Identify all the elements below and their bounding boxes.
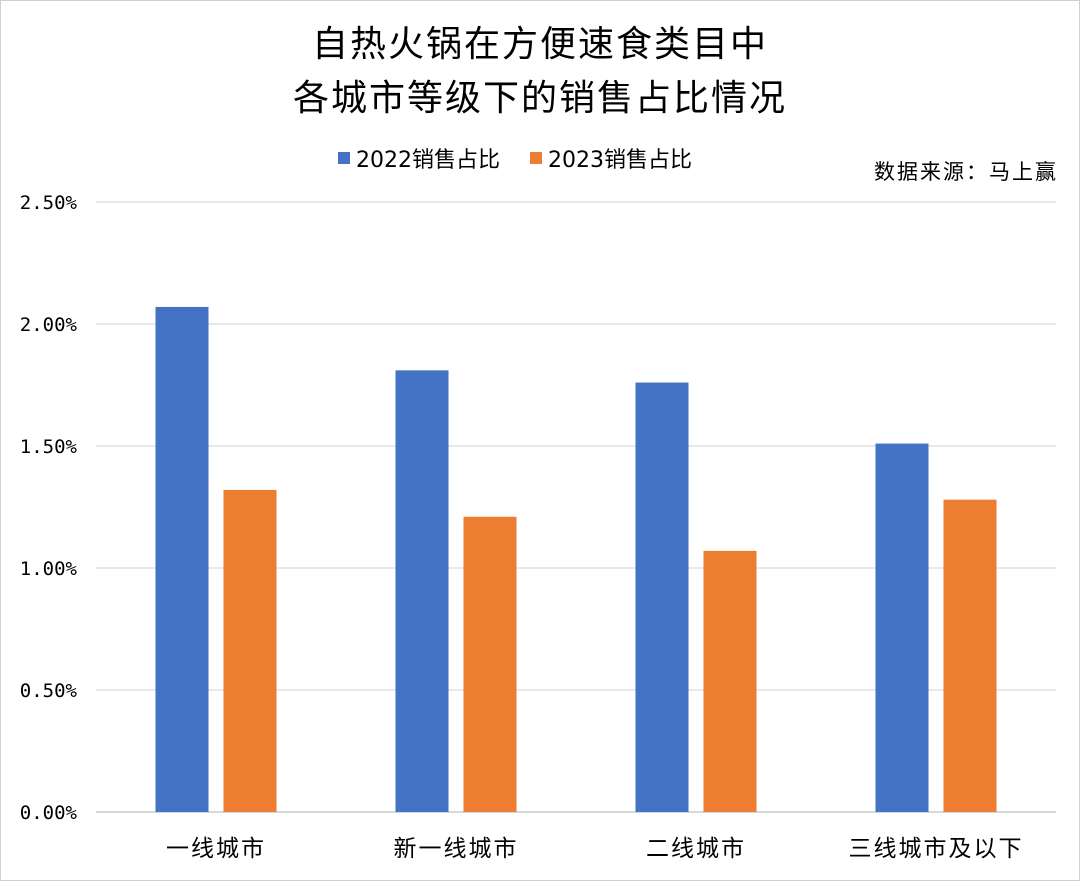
bar-2023 — [703, 550, 757, 812]
legend-swatch-2023 — [530, 152, 542, 164]
legend-item-2023: 2023销售占比 — [530, 142, 692, 174]
bar-2022 — [635, 382, 689, 812]
y-axis-ticks: 0.00% 0.50% 1.00% 1.50% 2.00% 2.50% — [20, 192, 78, 824]
legend-swatch-2022 — [338, 152, 350, 164]
bars — [155, 306, 997, 812]
bar-2023 — [463, 516, 517, 812]
x-axis-categories: 一线城市 新一线城市 二线城市 三线城市及以下 — [166, 836, 1024, 862]
y-tick-label: 2.00% — [20, 314, 78, 336]
x-category-label: 三线城市及以下 — [849, 836, 1024, 862]
y-tick-label: 2.50% — [20, 192, 78, 214]
bar-2022 — [395, 370, 449, 812]
x-category-label: 一线城市 — [166, 836, 266, 862]
bar-2023 — [223, 489, 277, 812]
title-line-2: 各城市等级下的销售占比情况 — [292, 78, 787, 119]
x-category-label: 二线城市 — [646, 836, 746, 862]
legend-item-2022: 2022销售占比 — [338, 142, 500, 174]
x-category-label: 新一线城市 — [394, 836, 519, 862]
legend-label-2022: 2022销售占比 — [356, 148, 500, 173]
bar-2022 — [155, 306, 209, 812]
legend: 2022销售占比 2023销售占比 — [0, 142, 1080, 174]
title-line-1: 自热火锅在方便速食类目中 — [311, 24, 768, 65]
chart-title: 自热火锅在方便速食类目中 各城市等级下的销售占比情况 — [0, 18, 1080, 126]
y-tick-label: 1.00% — [20, 558, 78, 580]
bar-2023 — [943, 499, 997, 812]
y-tick-label: 0.50% — [20, 680, 78, 702]
bar-2022 — [875, 443, 929, 812]
y-tick-label: 1.50% — [20, 436, 78, 458]
y-tick-label: 0.00% — [20, 802, 78, 824]
data-source-note: 数据来源：马上赢 — [874, 160, 1058, 184]
legend-label-2023: 2023销售占比 — [548, 148, 692, 173]
